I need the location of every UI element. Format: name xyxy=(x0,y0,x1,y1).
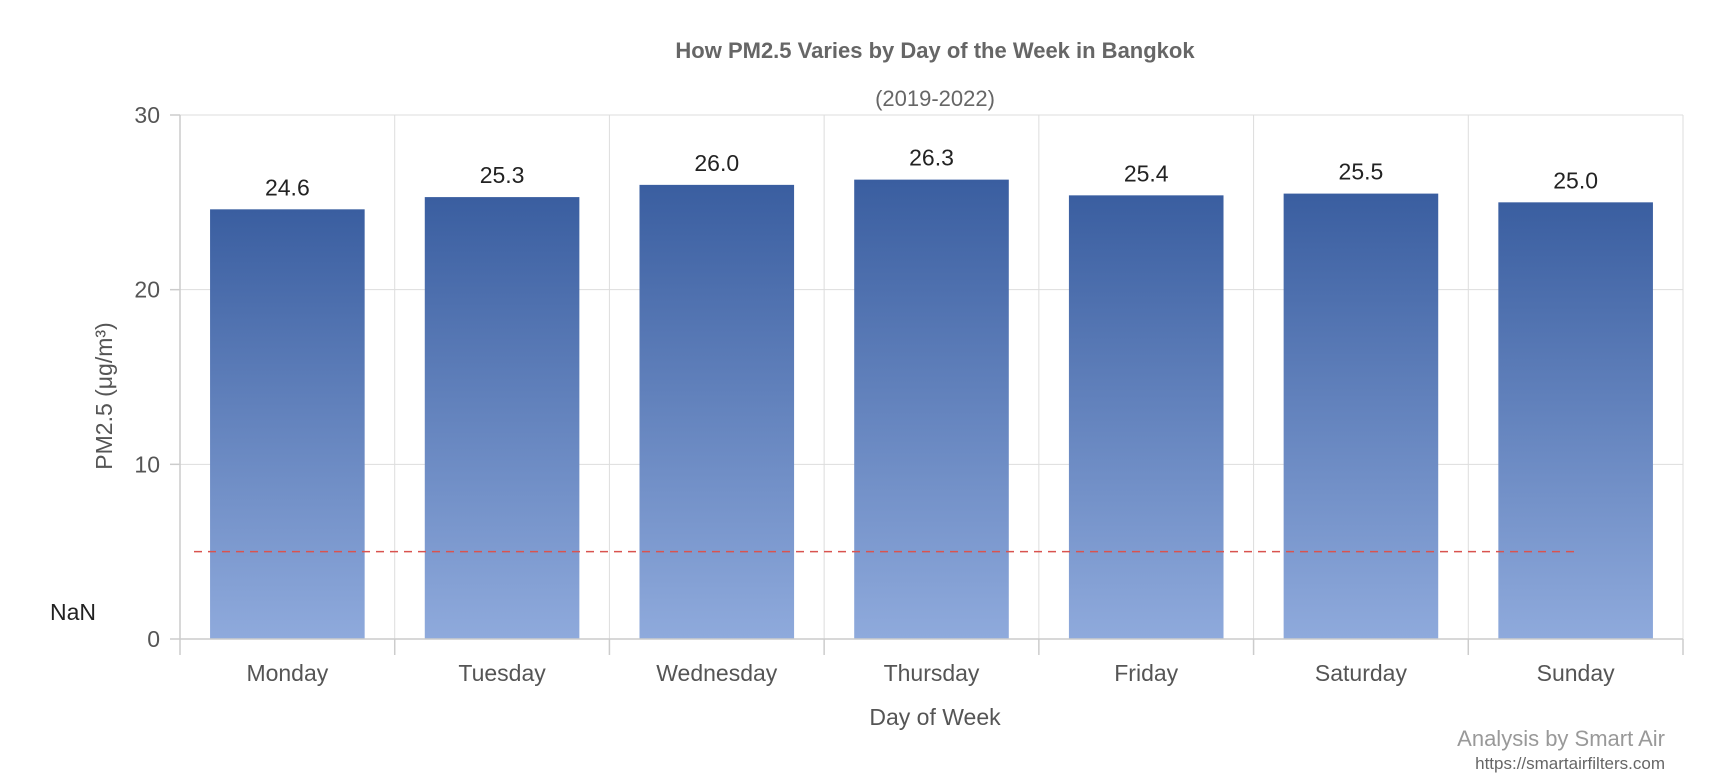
x-tick-label-tuesday: Tuesday xyxy=(458,660,546,686)
data-label-wednesday: 26.0 xyxy=(694,150,739,176)
chart-title: How PM2.5 Varies by Day of the Week in B… xyxy=(675,38,1195,63)
bar-tuesday[interactable] xyxy=(424,197,580,640)
data-label-friday: 25.4 xyxy=(1124,160,1169,186)
x-tick-label-wednesday: Wednesday xyxy=(656,660,778,686)
data-label-saturday: 25.5 xyxy=(1339,159,1384,185)
x-tick-label-monday: Monday xyxy=(246,660,328,686)
chart-subtitle: (2019-2022) xyxy=(875,86,995,111)
data-labels: 24.6 25.3 26.0 26.3 25.4 25.5 25.0 xyxy=(265,145,1598,201)
x-tick-label-saturday: Saturday xyxy=(1315,660,1408,686)
reference-line-label: NaN xyxy=(50,599,96,625)
y-tick-label: 10 xyxy=(134,451,160,477)
y-tick-label: 30 xyxy=(134,102,160,128)
bar-monday[interactable] xyxy=(210,209,365,639)
axes: 0 10 20 30 Monday Tuesday Wednesday Thursday Fri… xyxy=(134,102,1684,686)
data-label-thursday: 26.3 xyxy=(909,145,954,171)
y-tick-label: 0 xyxy=(147,626,160,652)
credit-text: Analysis by Smart Air xyxy=(1457,726,1665,751)
y-tick-label: 20 xyxy=(134,277,160,303)
data-label-sunday: 25.0 xyxy=(1553,167,1598,193)
x-axis-title: Day of Week xyxy=(869,704,1001,730)
bars xyxy=(210,179,1653,640)
bar-saturday[interactable] xyxy=(1283,193,1439,639)
x-tick-label-friday: Friday xyxy=(1114,660,1178,686)
bar-sunday[interactable] xyxy=(1498,202,1653,640)
bar-wednesday[interactable] xyxy=(639,184,795,639)
bar-thursday[interactable] xyxy=(854,179,1009,640)
reference-line-group: NaN xyxy=(50,550,1576,625)
credit-url[interactable]: https://smartairfilters.com xyxy=(1475,754,1665,773)
x-tick-label-sunday: Sunday xyxy=(1537,660,1616,686)
data-label-monday: 24.6 xyxy=(265,174,310,200)
x-tick-label-thursday: Thursday xyxy=(884,660,980,686)
y-axis-title: PM2.5 (μg/m³) xyxy=(91,322,117,469)
data-label-tuesday: 25.3 xyxy=(480,162,525,188)
bar-friday[interactable] xyxy=(1068,195,1224,639)
